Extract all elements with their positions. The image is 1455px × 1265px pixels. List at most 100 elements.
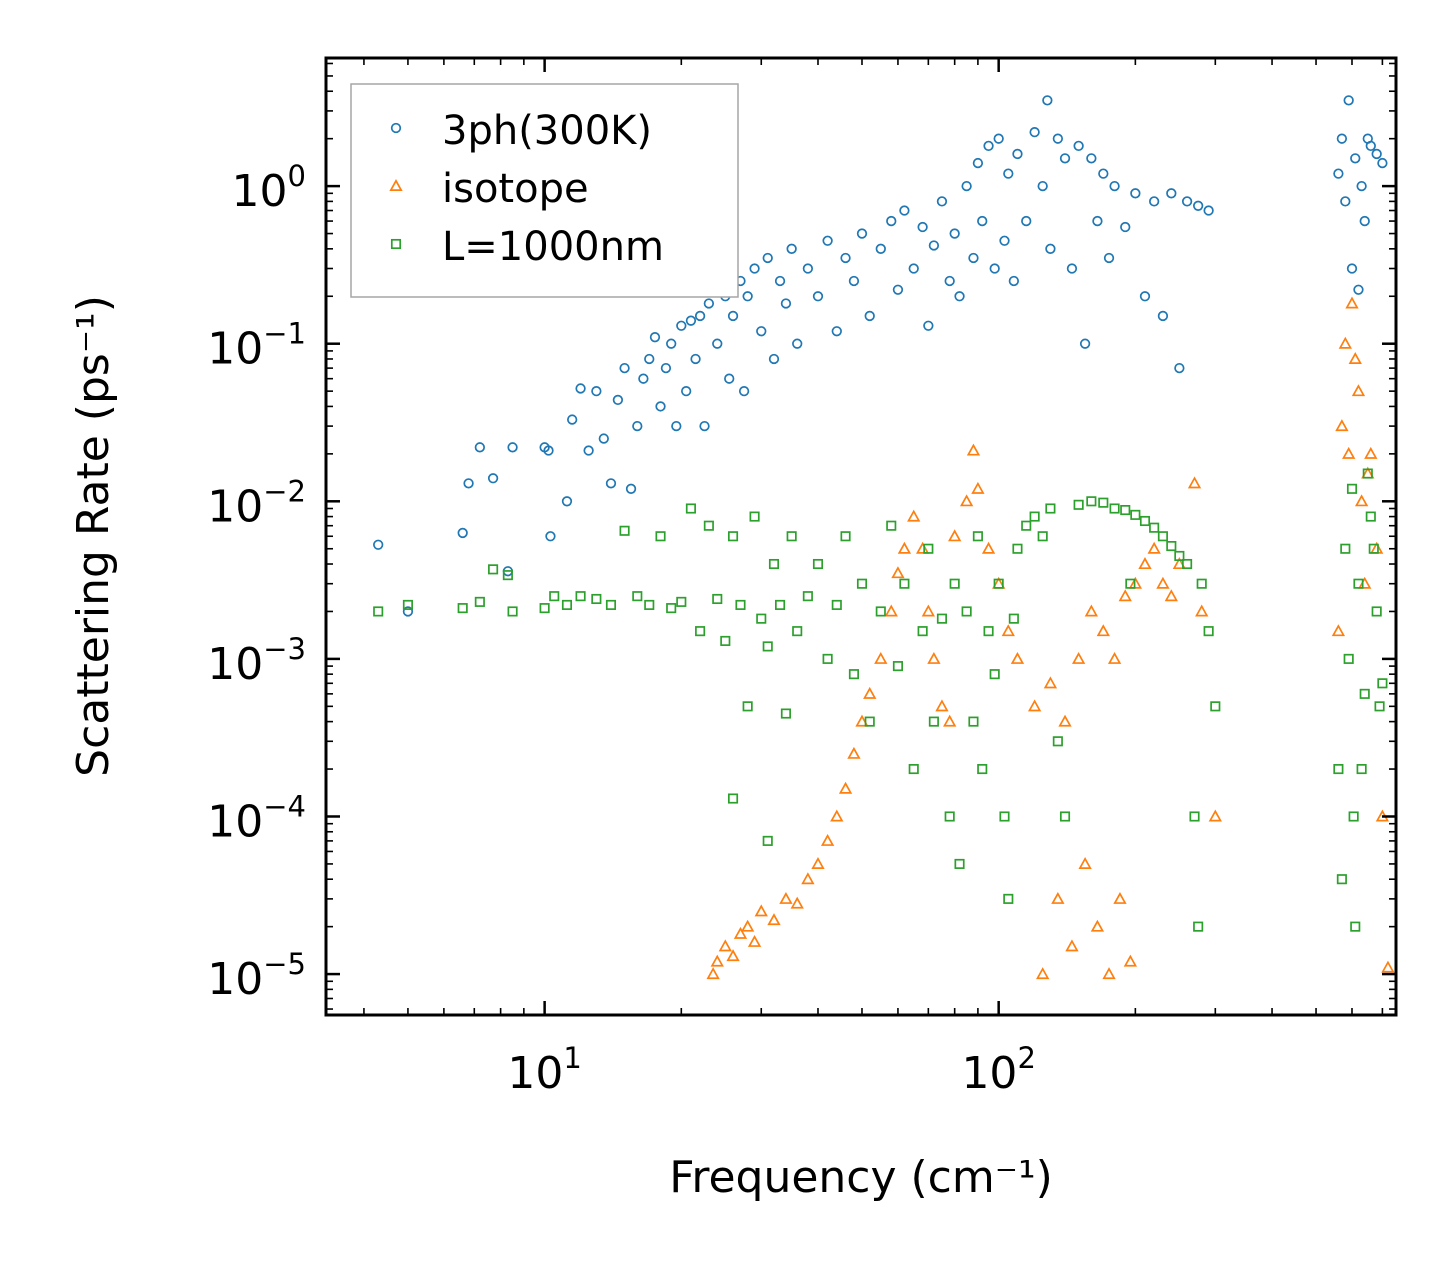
data-point — [989, 669, 1000, 680]
data-point — [373, 606, 384, 617]
legend-label: L=1000nm — [442, 224, 664, 270]
data-point — [983, 140, 994, 152]
x-tick-label: 101 — [507, 1041, 581, 1099]
data-point — [1139, 515, 1151, 527]
data-point — [756, 613, 767, 624]
data-point — [780, 298, 792, 309]
data-point — [1166, 541, 1177, 552]
data-point — [583, 445, 594, 456]
data-point — [655, 531, 666, 542]
data-point — [1045, 243, 1056, 254]
data-point — [1340, 196, 1351, 207]
data-point — [822, 235, 833, 246]
data-point — [801, 872, 815, 885]
data-point — [1348, 352, 1362, 364]
data-point — [1342, 446, 1356, 459]
data-point — [875, 243, 886, 254]
data-point — [968, 716, 979, 727]
data-point — [1364, 446, 1378, 459]
data-point — [1130, 188, 1141, 199]
data-point — [1037, 180, 1048, 192]
data-point — [943, 714, 957, 727]
data-point — [1098, 168, 1109, 179]
data-point — [727, 531, 739, 542]
data-point — [802, 263, 814, 274]
data-point — [917, 221, 928, 233]
data-point — [474, 442, 485, 453]
data-point — [891, 566, 905, 579]
data-point — [1130, 509, 1141, 520]
data-point — [923, 543, 934, 554]
data-point — [999, 811, 1010, 822]
data-point — [786, 243, 797, 254]
data-point — [457, 603, 468, 614]
data-point — [561, 599, 573, 610]
data-point — [712, 338, 723, 349]
data-point — [1351, 384, 1366, 397]
data-point — [1090, 919, 1105, 932]
data-point — [1113, 891, 1127, 904]
data-point — [742, 291, 753, 302]
data-point — [726, 949, 740, 962]
data-point — [886, 520, 897, 531]
data-point — [1052, 736, 1063, 747]
data-point — [1164, 589, 1178, 602]
data-point — [720, 635, 731, 646]
data-point — [1353, 284, 1364, 295]
data-point — [1356, 763, 1367, 775]
data-point — [786, 531, 797, 542]
data-point — [1343, 95, 1354, 106]
data-point — [1052, 133, 1064, 144]
data-point — [666, 603, 677, 614]
data-point — [792, 626, 803, 637]
data-point — [1182, 558, 1193, 570]
data-point — [897, 541, 912, 554]
data-point — [1368, 543, 1379, 554]
legend-marker — [389, 179, 403, 192]
data-point — [619, 362, 630, 374]
data-point — [685, 503, 696, 514]
data-point — [712, 593, 723, 605]
data-point — [948, 529, 962, 542]
data-point — [923, 320, 934, 331]
data-point — [1086, 153, 1097, 164]
data-point — [856, 228, 868, 239]
data-point — [1203, 205, 1214, 216]
legend-label: 3ph(300K) — [442, 108, 652, 154]
data-point — [1118, 589, 1132, 602]
data-point — [908, 763, 919, 775]
data-point — [908, 263, 919, 274]
data-point — [741, 919, 755, 932]
data-point — [1098, 497, 1109, 508]
data-point — [790, 896, 804, 909]
data-point — [977, 763, 988, 775]
data-point — [1346, 483, 1358, 494]
legend-entries: 3ph(300K) isotope L=1000nm — [389, 108, 664, 270]
data-point — [927, 651, 941, 664]
data-point — [1021, 215, 1032, 227]
data-point — [402, 599, 413, 610]
data-point — [1029, 126, 1040, 138]
data-point — [1149, 196, 1160, 207]
data-point — [1107, 651, 1122, 664]
data-point — [676, 320, 687, 331]
data-point — [1208, 809, 1222, 822]
data-point — [1036, 967, 1050, 980]
data-point — [632, 591, 643, 602]
data-point — [954, 858, 965, 869]
data-point — [644, 599, 655, 610]
data-point — [1354, 494, 1369, 507]
legend-marker — [390, 238, 402, 250]
data-point — [961, 180, 972, 192]
data-point — [884, 604, 898, 617]
data-point — [1043, 676, 1058, 689]
data-point — [1120, 221, 1131, 233]
data-point — [1073, 499, 1084, 510]
data-point — [402, 606, 414, 617]
data-point — [1377, 157, 1388, 169]
data-point — [917, 626, 928, 637]
data-point — [1059, 811, 1071, 822]
data-point — [989, 263, 1000, 274]
data-point — [1086, 496, 1097, 507]
data-point — [545, 531, 556, 542]
